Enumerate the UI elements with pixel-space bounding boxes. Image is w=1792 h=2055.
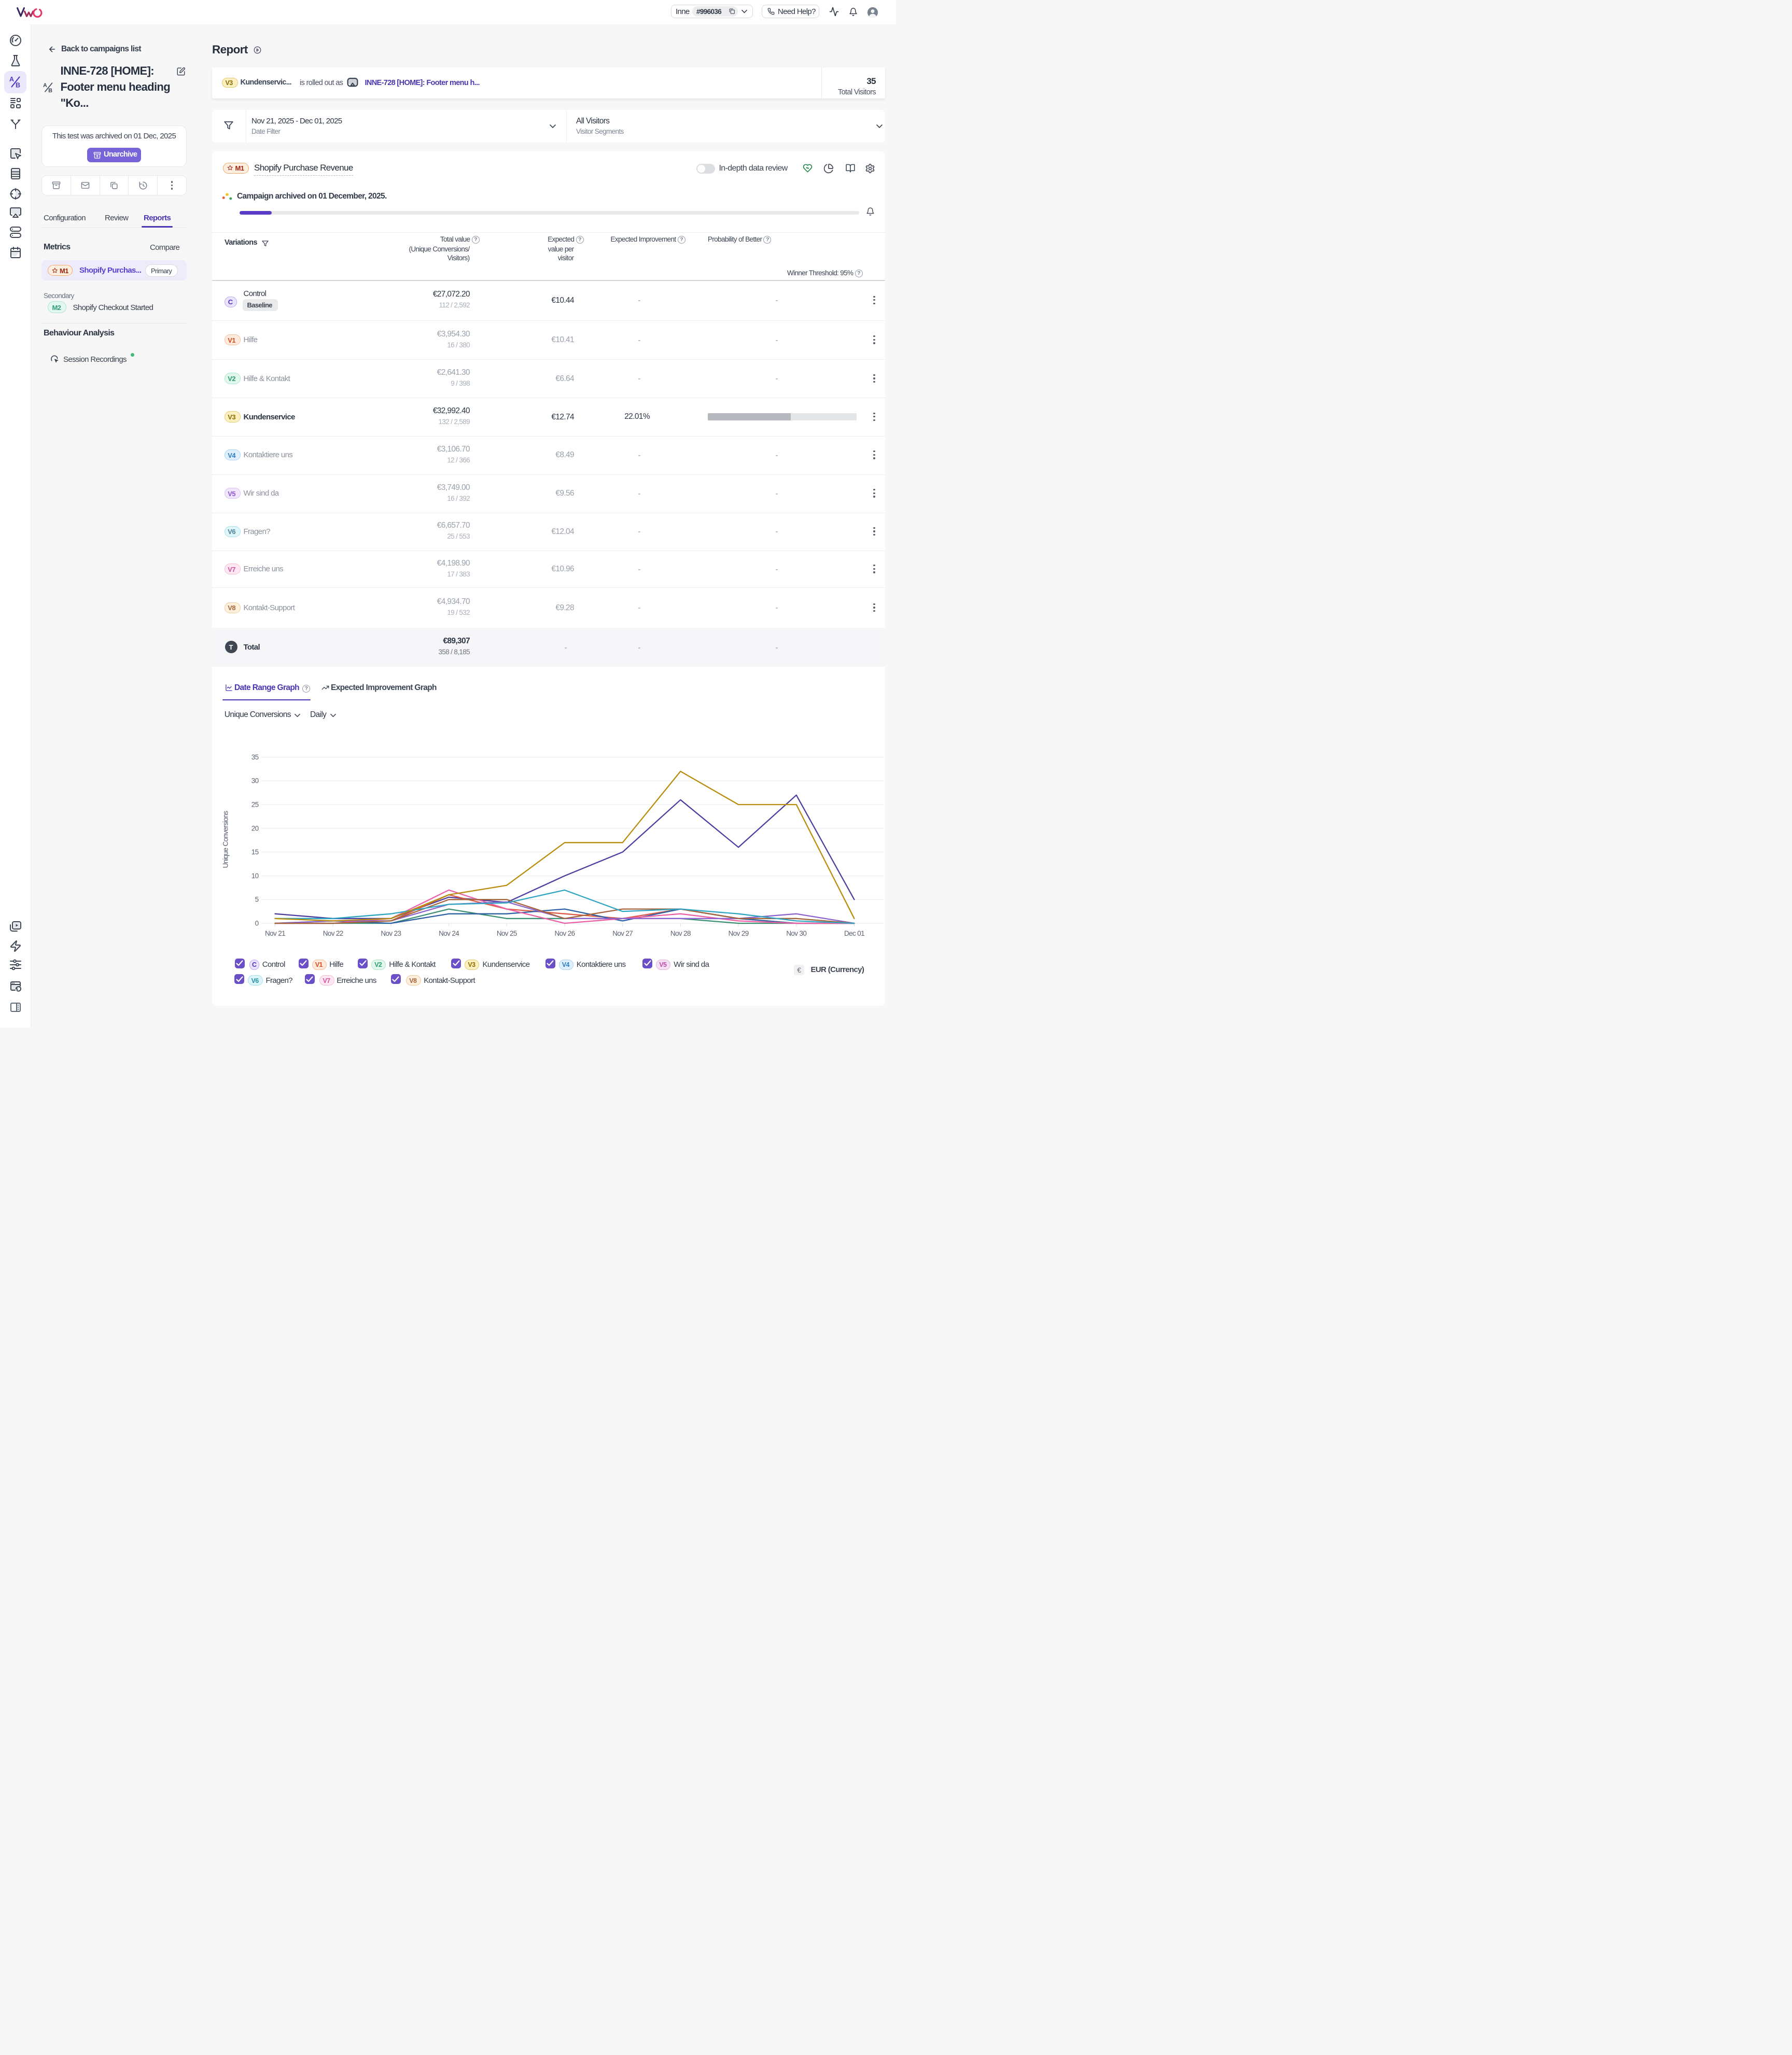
svg-text:Nov 22: Nov 22 [323, 930, 343, 937]
svg-text:10: 10 [251, 872, 258, 880]
svg-text:Nov 21: Nov 21 [265, 930, 285, 937]
svg-text:Nov 28: Nov 28 [670, 930, 690, 937]
svg-text:Nov 25: Nov 25 [496, 930, 516, 937]
svg-text:B: B [48, 88, 52, 93]
svg-text:A: A [9, 76, 14, 83]
svg-text:15: 15 [251, 848, 258, 856]
svg-text:Nov 29: Nov 29 [728, 930, 748, 937]
svg-text:25: 25 [251, 801, 258, 809]
svg-text:A: A [43, 82, 47, 89]
svg-text:0: 0 [255, 920, 258, 927]
svg-text:Nov 24: Nov 24 [439, 930, 459, 937]
svg-text:30: 30 [251, 777, 258, 785]
svg-text:5: 5 [255, 896, 258, 904]
svg-text:Nov 23: Nov 23 [381, 930, 401, 937]
svg-text:20: 20 [251, 824, 258, 832]
svg-text:Nov 27: Nov 27 [612, 930, 633, 937]
svg-text:35: 35 [251, 753, 258, 761]
svg-text:Nov 30: Nov 30 [786, 930, 806, 937]
svg-text:Nov 26: Nov 26 [554, 930, 575, 937]
svg-text:B: B [16, 82, 20, 89]
svg-text:Dec 01: Dec 01 [844, 930, 864, 937]
